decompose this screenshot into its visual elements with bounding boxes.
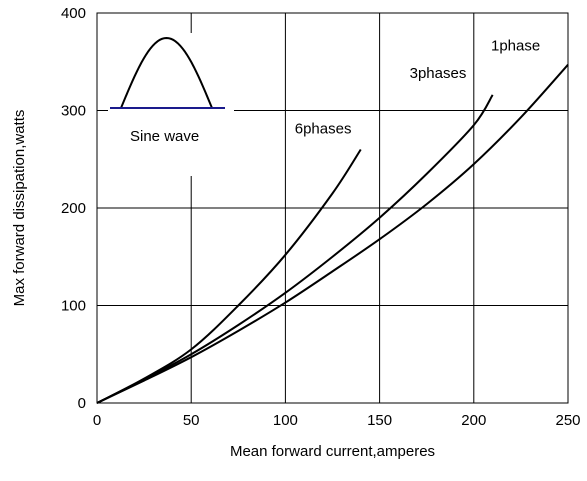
y-axis-ticks: 0 100 200 300 400 [61,5,86,412]
series-lines [96,64,569,404]
x-tick-label: 150 [367,412,392,429]
x-tick-label: 50 [183,412,200,429]
y-tick-label: 300 [61,103,86,120]
inset-background [108,33,234,176]
x-axis-ticks: 0 50 100 150 200 250 [93,412,581,429]
series-line-6phases [96,148,362,404]
sine-wave-inset: Sine wave [108,33,234,176]
inset-label: Sine wave [130,128,199,145]
y-tick-label: 100 [61,298,86,315]
inset-sine-wave [120,36,213,109]
series-label-6phases: 6phases [295,121,352,138]
x-tick-label: 0 [93,412,101,429]
y-tick-label: 400 [61,5,86,22]
series-line-3phases [96,94,494,404]
series-labels: 6phases 3phases 1phase [295,38,540,138]
x-axis-title: Mean forward current,amperes [230,443,435,460]
y-tick-label: 0 [78,395,86,412]
series-label-1phase: 1phase [491,38,540,55]
y-axis-title: Max forward dissipation,watts [11,110,28,307]
x-tick-label: 200 [461,412,486,429]
x-tick-label: 100 [273,412,298,429]
series-line-1phase [96,64,569,404]
plot-frame [96,12,569,404]
series-label-3phases: 3phases [410,65,467,82]
y-tick-label: 200 [61,200,86,217]
x-tick-label: 250 [555,412,580,429]
